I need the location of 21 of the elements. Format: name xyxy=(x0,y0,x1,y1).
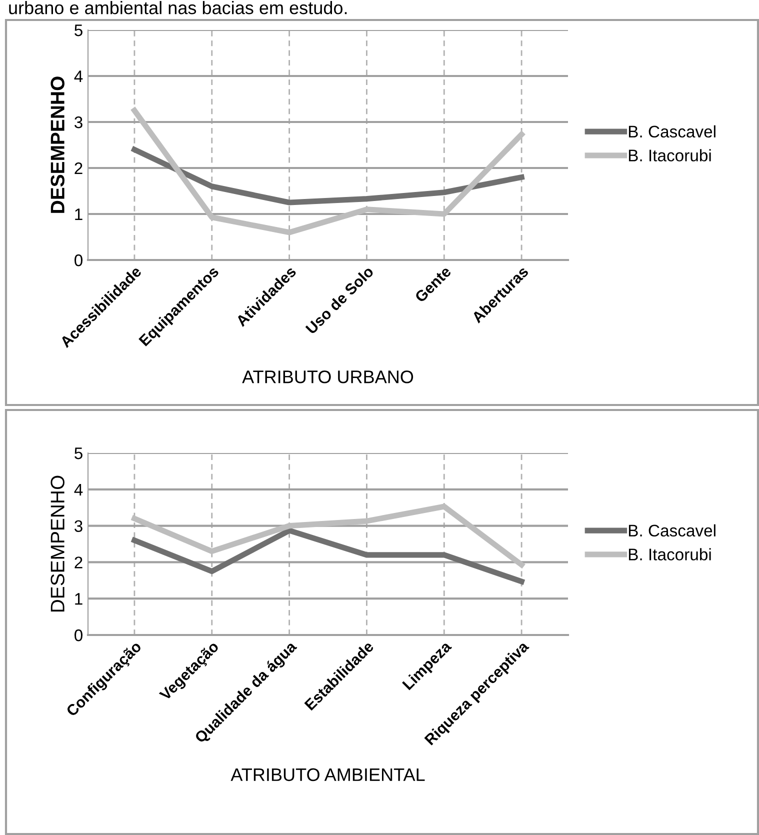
y-tick-label: 1 xyxy=(75,208,82,220)
y-tick-label: 3 xyxy=(74,116,82,128)
y-tick-label: 5 xyxy=(74,448,82,460)
chart-title: urbano e ambiental nas bacias em estudo. xyxy=(9,1,347,14)
y-axis-title: DESEMPENHO xyxy=(50,476,64,612)
y-tick-label: 4 xyxy=(74,484,83,496)
y-tick-label: 3 xyxy=(74,520,82,532)
y-tick-label: 2 xyxy=(74,556,82,568)
y-axis-title: DESEMPENHO xyxy=(50,76,64,213)
y-tick-label: 0 xyxy=(74,629,82,642)
y-tick-label: 2 xyxy=(74,162,82,174)
legend-label: B. Cascavel xyxy=(628,125,716,138)
x-axis-title: ATRIBUTO AMBIENTAL xyxy=(230,768,425,782)
y-tick-label: 4 xyxy=(74,70,83,82)
legend-label: B. Itacorubi xyxy=(628,548,711,560)
legend-label: B. Itacorubi xyxy=(628,149,711,162)
legend-label: B. Cascavel xyxy=(628,524,716,537)
y-tick-label: 0 xyxy=(74,254,82,266)
y-tick-label: 5 xyxy=(74,24,82,36)
x-axis-title: ATRIBUTO URBANO xyxy=(242,370,414,384)
y-tick-label: 1 xyxy=(75,593,82,605)
